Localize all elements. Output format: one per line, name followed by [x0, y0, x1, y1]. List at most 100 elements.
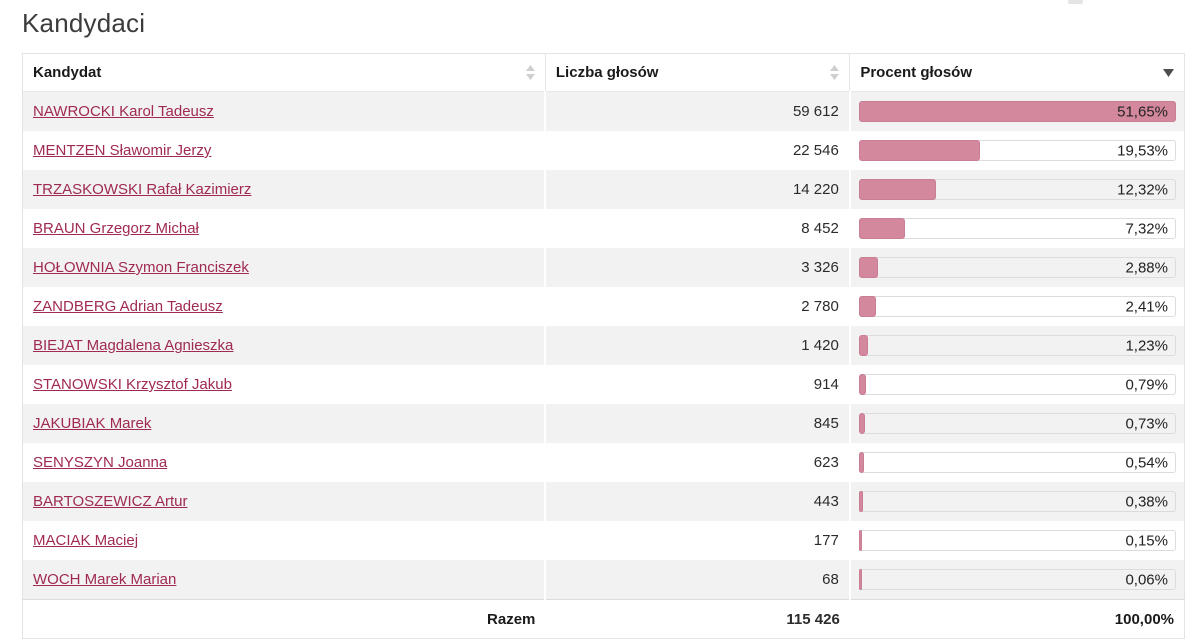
percent-cell: 0,15% [848, 521, 1185, 560]
candidate-link[interactable]: MENTZEN Sławomir Jerzy [33, 142, 212, 159]
column-header-percent[interactable]: Procent głosów [849, 53, 1185, 92]
candidate-link[interactable]: TRZASKOWSKI Rafał Kazimierz [33, 181, 252, 198]
candidates-table: Kandydat Liczba głosów [22, 53, 1185, 639]
table-body: NAWROCKI Karol Tadeusz 59 612 51,65% MEN… [22, 91, 1185, 600]
candidate-link[interactable]: ZANDBERG Adrian Tadeusz [33, 298, 223, 315]
total-label: Razem [22, 599, 546, 639]
total-row: Razem 115 426 100,00% [22, 599, 1185, 639]
percent-value: 51,65% [1117, 103, 1168, 120]
percent-bar-track: 0,73% [858, 413, 1176, 434]
total-percent: 100,00% [849, 599, 1185, 639]
percent-bar-fill [858, 101, 1176, 122]
candidate-link[interactable]: BARTOSZEWICZ Artur [33, 493, 188, 510]
percent-bar-track: 12,32% [858, 179, 1176, 200]
candidate-link[interactable]: SENYSZYN Joanna [33, 454, 168, 471]
percent-bar-fill [858, 335, 869, 356]
sort-desc-icon[interactable] [1163, 68, 1174, 77]
candidate-link[interactable]: HOŁOWNIA Szymon Franciszek [33, 259, 249, 276]
votes-value: 22 546 [544, 131, 850, 170]
candidate-cell: WOCH Marek Marian [23, 560, 546, 600]
percent-value: 12,32% [1117, 181, 1168, 198]
table-header: Kandydat Liczba głosów [22, 53, 1185, 92]
candidate-cell: BRAUN Grzegorz Michał [23, 209, 546, 248]
candidate-cell: SENYSZYN Joanna [23, 443, 546, 482]
percent-bar-track: 2,41% [858, 296, 1176, 317]
percent-bar-track: 0,79% [858, 374, 1176, 395]
percent-cell: 12,32% [848, 170, 1185, 209]
candidate-link[interactable]: BIEJAT Magdalena Agnieszka [33, 337, 234, 354]
candidate-row: SENYSZYN Joanna 623 0,54% [22, 443, 1185, 482]
candidate-row: BARTOSZEWICZ Artur 443 0,38% [22, 482, 1185, 521]
percent-cell: 1,23% [848, 326, 1185, 365]
candidate-cell: ZANDBERG Adrian Tadeusz [23, 287, 546, 326]
votes-value: 68 [544, 560, 850, 600]
column-header-votes-label: Liczba głosów [555, 64, 659, 81]
candidate-link[interactable]: WOCH Marek Marian [33, 571, 177, 588]
votes-value: 845 [544, 404, 850, 443]
percent-bar-fill [858, 569, 862, 590]
percent-bar-fill [858, 140, 980, 161]
candidate-row: HOŁOWNIA Szymon Franciszek 3 326 2,88% [22, 248, 1185, 287]
candidate-row: BIEJAT Magdalena Agnieszka 1 420 1,23% [22, 326, 1185, 365]
percent-bar-track: 7,32% [858, 218, 1176, 239]
percent-bar-fill [858, 218, 906, 239]
percent-cell: 7,32% [848, 209, 1185, 248]
sort-both-icon[interactable] [525, 65, 535, 80]
candidate-cell: BARTOSZEWICZ Artur [23, 482, 546, 521]
percent-cell: 0,38% [848, 482, 1185, 521]
candidate-row: MENTZEN Sławomir Jerzy 22 546 19,53% [22, 131, 1185, 170]
column-header-candidate-label: Kandydat [33, 64, 102, 81]
percent-bar-fill [858, 374, 866, 395]
percent-cell: 19,53% [848, 131, 1185, 170]
votes-value: 3 326 [544, 248, 850, 287]
candidate-link[interactable]: MACIAK Maciej [33, 532, 139, 549]
candidate-cell: NAWROCKI Karol Tadeusz [23, 92, 546, 132]
candidate-link[interactable]: BRAUN Grzegorz Michał [33, 220, 199, 237]
candidate-row: JAKUBIAK Marek 845 0,73% [22, 404, 1185, 443]
column-header-candidate[interactable]: Kandydat [22, 53, 546, 92]
candidate-link[interactable]: NAWROCKI Karol Tadeusz [33, 103, 214, 120]
percent-value: 2,41% [1125, 298, 1168, 315]
page-title: Kandydaci [22, 8, 146, 38]
candidate-row: STANOWSKI Krzysztof Jakub 914 0,79% [22, 365, 1185, 404]
table-footer: Razem 115 426 100,00% [22, 599, 1185, 639]
percent-value: 0,54% [1125, 454, 1168, 471]
candidate-row: NAWROCKI Karol Tadeusz 59 612 51,65% [22, 91, 1185, 132]
percent-cell: 2,41% [848, 287, 1185, 326]
percent-cell: 51,65% [848, 91, 1185, 131]
candidate-link[interactable]: JAKUBIAK Marek [33, 415, 152, 432]
percent-bar-track: 0,38% [858, 491, 1176, 512]
votes-value: 623 [544, 443, 850, 482]
candidate-row: WOCH Marek Marian 68 0,06% [22, 560, 1185, 600]
candidate-link[interactable]: STANOWSKI Krzysztof Jakub [33, 376, 232, 393]
percent-cell: 0,73% [848, 404, 1185, 443]
percent-cell: 0,54% [848, 443, 1185, 482]
total-votes: 115 426 [545, 599, 850, 639]
percent-bar-fill [858, 530, 862, 551]
candidate-cell: TRZASKOWSKI Rafał Kazimierz [23, 170, 546, 209]
percent-bar-track: 19,53% [858, 140, 1176, 161]
candidate-cell: STANOWSKI Krzysztof Jakub [23, 365, 546, 404]
candidate-row: TRZASKOWSKI Rafał Kazimierz 14 220 12,32… [22, 170, 1185, 209]
percent-cell: 0,06% [848, 560, 1185, 600]
truncated-menu-icon[interactable] [1068, 0, 1083, 4]
candidate-cell: BIEJAT Magdalena Agnieszka [23, 326, 546, 365]
candidate-cell: JAKUBIAK Marek [23, 404, 546, 443]
candidate-row: MACIAK Maciej 177 0,15% [22, 521, 1185, 560]
sort-both-icon[interactable] [830, 65, 840, 80]
percent-bar-fill [858, 452, 865, 473]
candidate-cell: HOŁOWNIA Szymon Franciszek [23, 248, 546, 287]
percent-value: 0,79% [1125, 376, 1168, 393]
percent-bar-fill [858, 491, 864, 512]
percent-value: 0,38% [1125, 493, 1168, 510]
percent-bar-track: 51,65% [858, 101, 1176, 122]
column-header-votes[interactable]: Liczba głosów [544, 53, 850, 92]
percent-bar-fill [858, 296, 876, 317]
votes-value: 2 780 [544, 287, 850, 326]
column-header-percent-label: Procent głosów [860, 64, 973, 81]
votes-value: 14 220 [544, 170, 850, 209]
candidate-row: BRAUN Grzegorz Michał 8 452 7,32% [22, 209, 1185, 248]
percent-value: 1,23% [1125, 337, 1168, 354]
percent-bar-track: 0,15% [858, 530, 1176, 551]
